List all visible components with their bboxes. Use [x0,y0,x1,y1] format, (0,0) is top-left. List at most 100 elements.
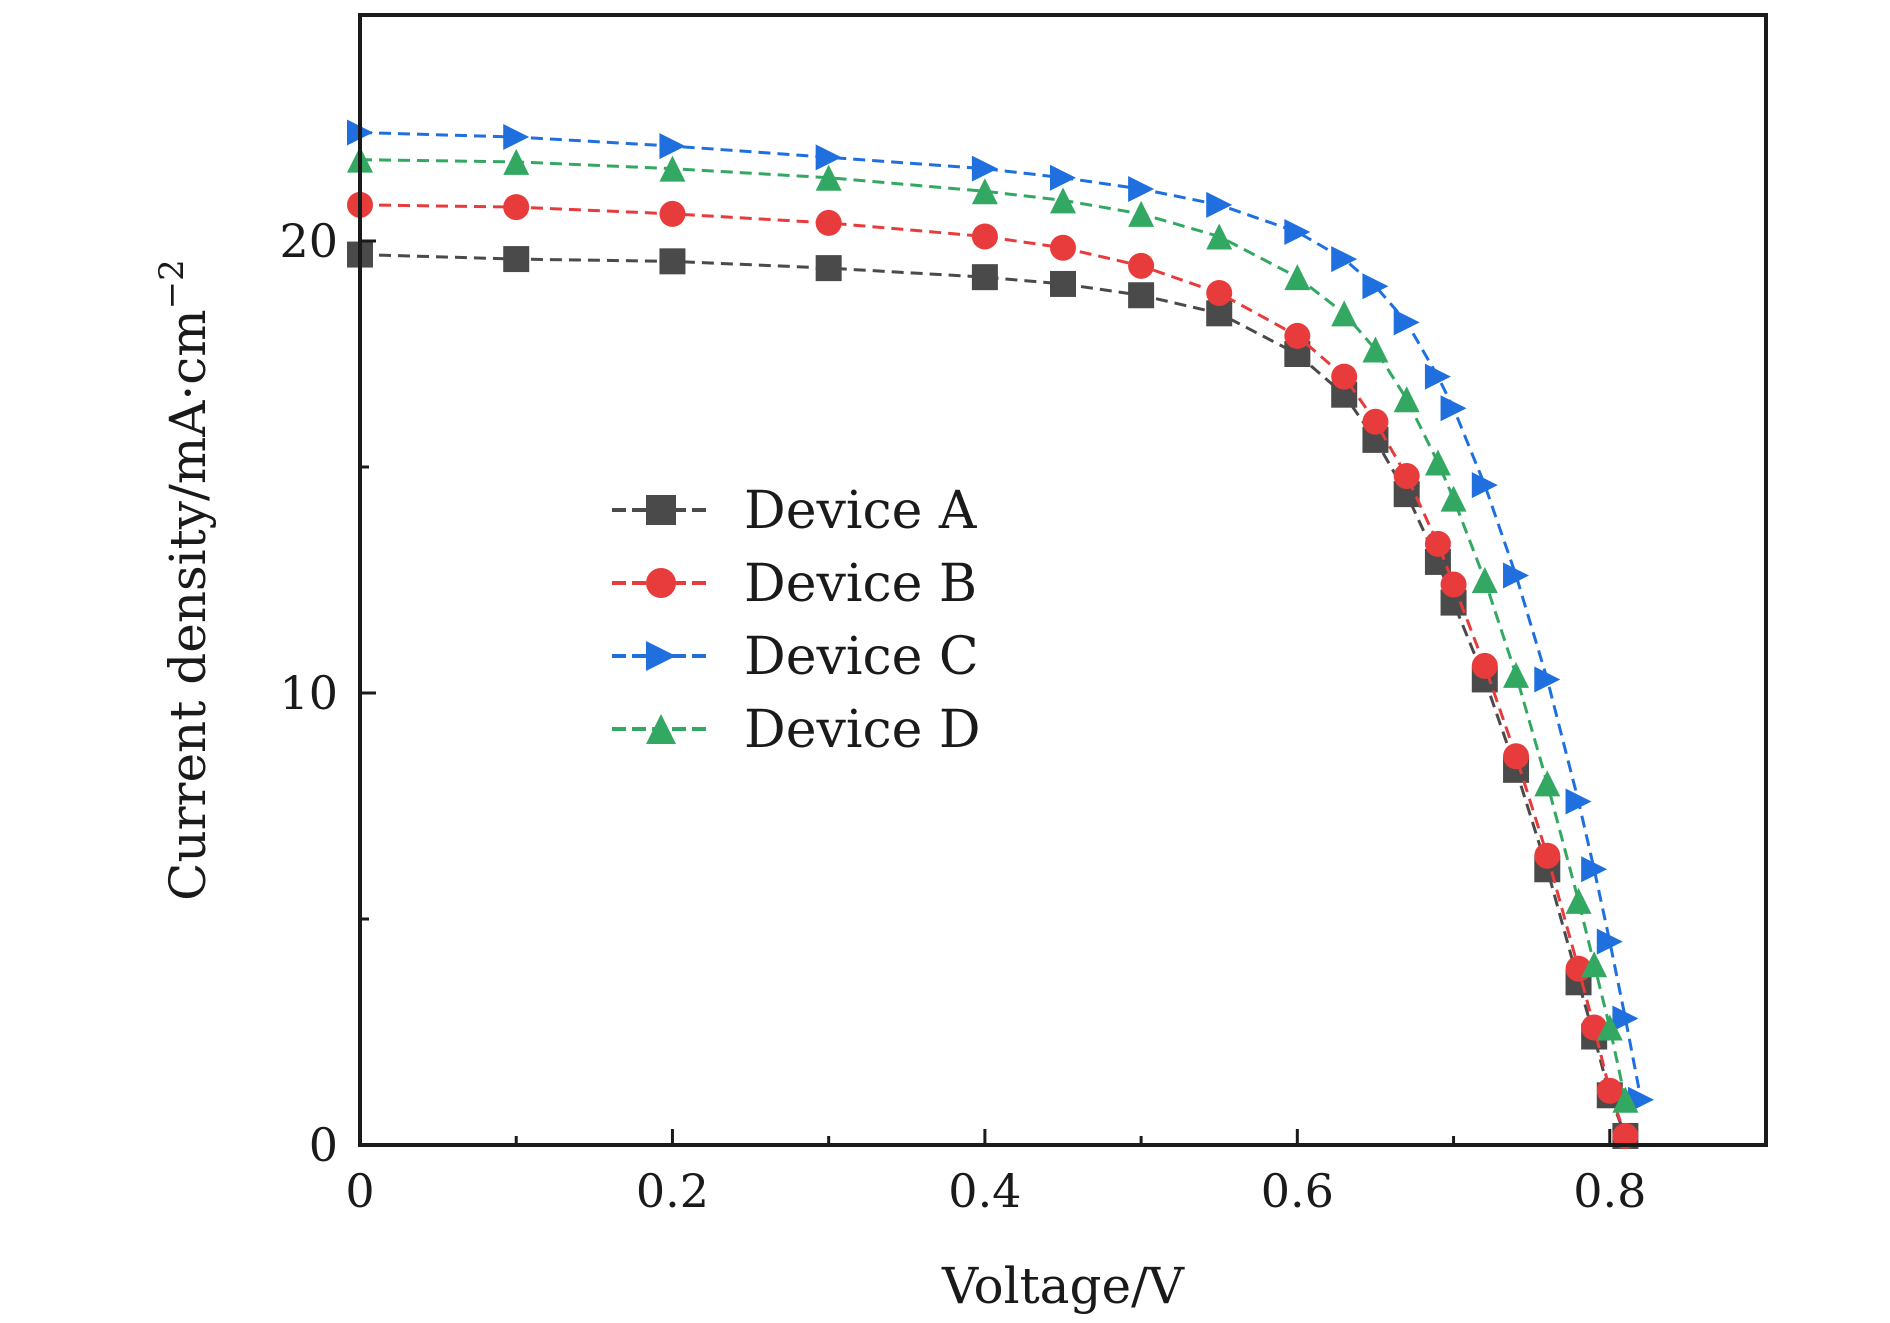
data-point [1206,279,1233,306]
data-point [503,148,530,175]
y-axis-title: Current density/mA·cm−2 [152,259,217,901]
legend-label: Device C [744,627,979,687]
data-point [1050,164,1076,191]
data-point [659,155,686,182]
legend-label: Device B [744,554,977,614]
data-point [1331,246,1358,273]
data-point [1565,887,1592,914]
data-point [1128,252,1155,279]
data-point [1284,322,1311,349]
data-point [1393,386,1420,413]
data-point [503,124,530,151]
series-3 [347,146,1639,1113]
y-tick-label: 0 [309,1118,338,1172]
data-point [971,155,998,182]
x-tick-label: 0.4 [948,1164,1021,1218]
data-point [503,246,530,273]
data-point [1331,363,1358,390]
y-axis-title-main: Current density/mA·cm [159,309,217,901]
plot-area [347,119,1655,1149]
data-point [1128,200,1155,227]
legend: Device A Device B Device C Device D [612,481,981,760]
data-point [1596,928,1623,955]
data-point [1534,666,1561,693]
data-point [815,209,842,236]
data-point [1206,191,1233,218]
data-point [1581,951,1608,978]
legend-marker [646,641,676,671]
data-point [971,178,998,205]
data-point [1612,1086,1639,1113]
data-point [1393,309,1420,336]
data-point [971,223,998,250]
data-point [1471,652,1498,679]
data-point [971,264,998,291]
legend-entry: Device A [612,481,978,541]
data-point [1284,218,1311,245]
legend-marker [646,714,676,744]
y-tick-label: 10 [279,666,338,720]
data-point [1362,336,1389,363]
data-point [1206,223,1233,250]
data-point [1581,856,1608,883]
data-point [1596,1077,1623,1104]
data-point [1503,743,1530,770]
data-point [1424,449,1451,476]
data-point [659,133,686,160]
data-point [1050,234,1076,261]
axis-ticks [358,239,1612,1147]
data-point [815,164,842,191]
x-axis-title: Voltage/V [941,1257,1185,1315]
data-point [659,200,686,227]
tick-labels: 0 0.2 0.4 0.6 0.8 0 10 20 [279,214,1646,1218]
series-2 [347,119,1655,1113]
data-point [1612,1005,1639,1032]
legend-entry: Device D [612,700,981,760]
data-point [1503,562,1530,589]
data-point [1534,842,1561,869]
x-tick-label: 0 [345,1164,374,1218]
data-point [815,255,842,282]
y-axis-title-superscript: −2 [152,259,192,309]
data-point [1440,485,1467,512]
legend-marker [646,568,676,598]
data-point [1471,567,1498,593]
legend-entry: Device C [612,627,979,687]
legend-label: Device D [744,700,981,760]
data-point [1565,788,1592,815]
data-point [1050,187,1076,214]
data-point [1503,661,1530,688]
data-point [1128,176,1155,203]
series-1 [347,191,1639,1149]
data-point [1424,363,1451,390]
plot-frame [358,13,1768,1147]
x-tick-label: 0.8 [1573,1164,1646,1218]
data-point [1362,408,1389,435]
data-point [1471,472,1498,499]
data-point [1440,395,1467,422]
legend-marker [646,495,676,525]
legend-entry: Device B [612,554,977,614]
data-point [1362,273,1389,300]
data-point [1440,571,1467,598]
data-point [1284,264,1311,291]
data-point [1050,270,1076,297]
data-point [815,144,842,171]
data-point [1534,770,1561,797]
data-point [1331,300,1358,327]
data-point [1393,463,1420,490]
data-point [1424,530,1451,557]
data-point [659,248,686,275]
legend-label: Device A [744,481,978,541]
data-point [503,194,530,221]
x-tick-label: 0.2 [636,1164,709,1218]
series-line [359,158,1627,1101]
data-point [1612,1122,1639,1149]
data-point [1596,1014,1623,1041]
x-tick-label: 0.6 [1261,1164,1334,1218]
data-point [1128,282,1155,309]
series-line [359,131,1643,1101]
y-tick-label: 20 [279,214,338,268]
